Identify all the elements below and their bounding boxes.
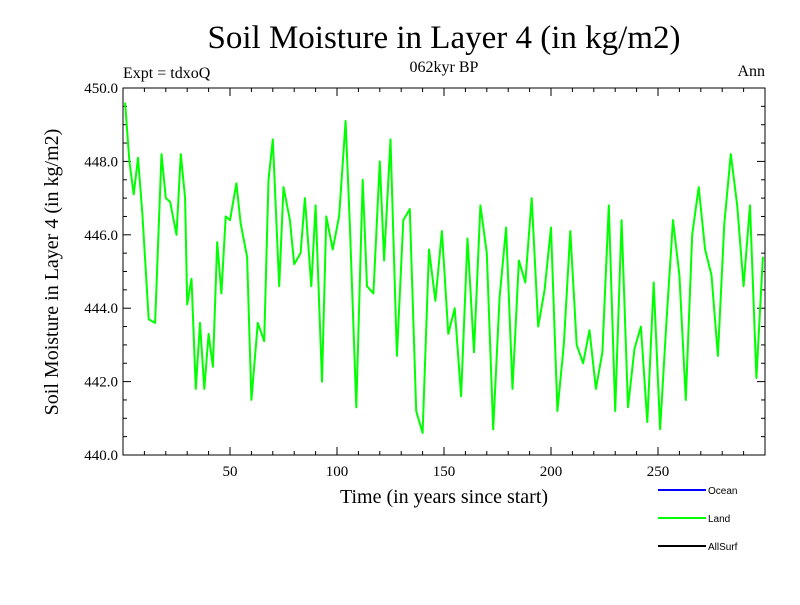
legend: Ocean Land AllSurf: [658, 486, 738, 553]
x-tick-label: 150: [433, 464, 456, 480]
y-tick-label: 446.0: [84, 228, 118, 244]
x-tick-label: 100: [326, 464, 349, 480]
legend-label-land: Land: [708, 514, 730, 525]
chart-title: Soil Moisture in Layer 4 (in kg/m2): [208, 20, 681, 56]
experiment-label: Expt = tdxoQ: [123, 65, 211, 82]
x-tick-label: 50: [223, 464, 238, 480]
y-tick-label: 440.0: [84, 448, 118, 464]
y-tick-label: 448.0: [84, 154, 118, 170]
series-group: [124, 102, 764, 434]
y-axis-label: Soil Moisture in Layer 4 (in kg/m2): [41, 129, 63, 416]
x-tick-label: 250: [647, 464, 670, 480]
series-line-land: [124, 102, 764, 434]
y-tick-label: 442.0: [84, 375, 118, 391]
x-tick-label: 200: [540, 464, 563, 480]
x-axis-ticks: 50 100 150 200 250: [143, 88, 745, 480]
y-tick-label: 450.0: [84, 81, 118, 97]
season-label: Ann: [737, 63, 765, 80]
legend-label-allsurf: AllSurf: [708, 542, 738, 553]
x-axis-label: Time (in years since start): [340, 486, 548, 508]
legend-label-ocean: Ocean: [708, 486, 737, 497]
y-tick-label: 444.0: [84, 301, 118, 317]
y-axis-ticks: 440.0 442.0 444.0 446.0 448.0 450.0: [84, 81, 765, 464]
chart-subtitle: 062kyr BP: [410, 59, 479, 76]
